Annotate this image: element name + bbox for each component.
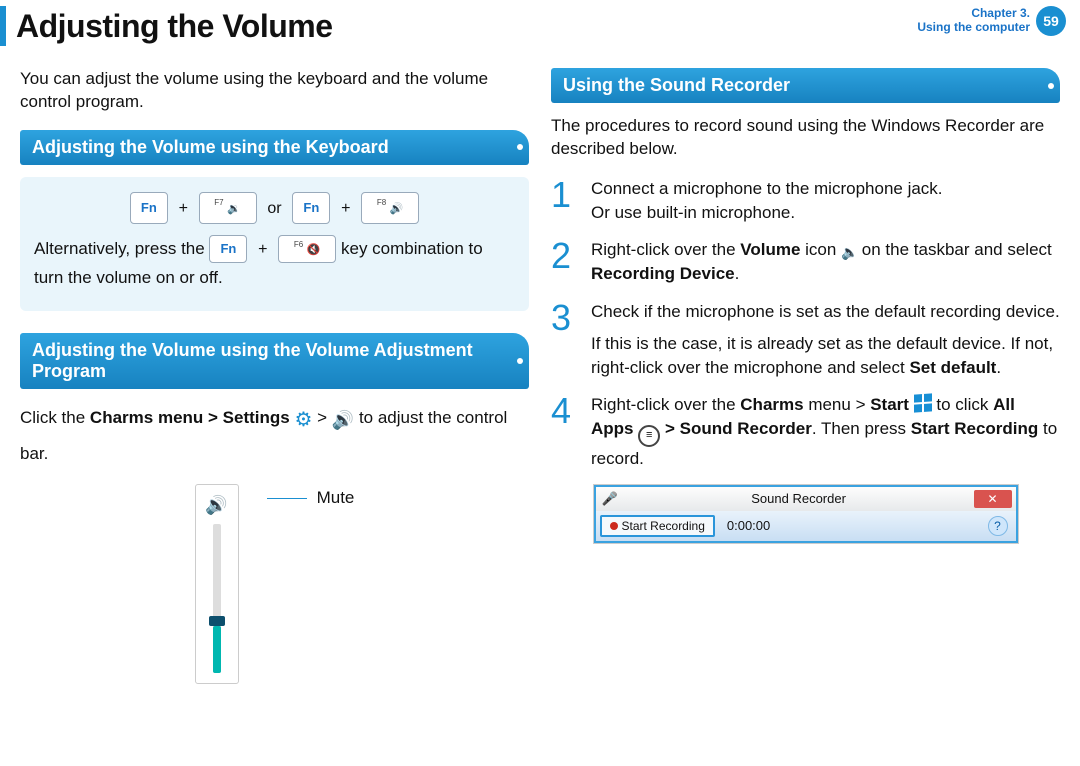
- bar-line: bar.: [20, 442, 529, 467]
- sound-recorder-window: 🎤 Sound Recorder ✕ Start Recording 0:00:…: [594, 485, 1018, 543]
- all-apps-icon: [638, 425, 660, 447]
- page-title: Adjusting the Volume: [16, 8, 333, 45]
- volume-track[interactable]: [213, 524, 221, 673]
- key-f8: F8 🔊: [361, 192, 419, 224]
- sound-recorder-titlebar: 🎤 Sound Recorder ✕: [596, 487, 1016, 511]
- step1-line1: Connect a microphone to the microphone j…: [591, 177, 943, 201]
- step-number: 3: [551, 300, 579, 379]
- windows-start-icon: [914, 394, 932, 413]
- volume-mute-icon[interactable]: 🔊: [205, 495, 227, 516]
- sound-recorder-body: Start Recording 0:00:00 ?: [596, 511, 1016, 541]
- help-button[interactable]: ?: [988, 516, 1008, 536]
- key-fn-3: Fn: [209, 235, 247, 263]
- mute-label-callout: Mute: [267, 488, 355, 508]
- adjust-text: Click the Charms menu > Settings > to ad…: [20, 406, 529, 435]
- mute-icon: 🔇: [307, 244, 321, 256]
- step-3: 3 Check if the microphone is set as the …: [551, 300, 1060, 379]
- section-header-keyboard: Adjusting the Volume using the Keyboard: [20, 130, 529, 165]
- or-text: or: [267, 200, 281, 217]
- plus-sign: +: [179, 200, 188, 217]
- start-recording-button[interactable]: Start Recording: [600, 515, 715, 537]
- settings-gear-icon: [294, 406, 312, 435]
- step1-line2: Or use built-in microphone.: [591, 201, 943, 225]
- alt-line-1: Alternatively, press the Fn + F6 🔇 key c…: [34, 235, 515, 264]
- callout-line: [267, 498, 307, 499]
- mic-icon: 🎤: [596, 491, 624, 507]
- step-1: 1 Connect a microphone to the microphone…: [551, 177, 1060, 225]
- section-header-recorder: Using the Sound Recorder: [551, 68, 1060, 103]
- step-number: 1: [551, 177, 579, 225]
- chapter-label: Chapter 3.: [917, 7, 1030, 21]
- step-number: 4: [551, 393, 579, 470]
- step-number: 2: [551, 238, 579, 286]
- title-accent-bar: [0, 6, 6, 46]
- recording-time: 0:00:00: [727, 518, 770, 533]
- key-f6: F6 🔇: [278, 235, 336, 263]
- step-4: 4 Right-click over the Charms menu > Sta…: [551, 393, 1060, 470]
- chapter-info: Chapter 3. Using the computer 59: [917, 6, 1066, 36]
- volume-thumb[interactable]: [209, 616, 225, 626]
- step3-line2: If this is the case, it is already set a…: [591, 332, 1060, 380]
- volume-fill: [213, 626, 221, 674]
- recorder-intro: The procedures to record sound using the…: [551, 115, 1060, 161]
- plus-sign-2: +: [341, 200, 350, 217]
- key-fn: Fn: [130, 192, 168, 224]
- key-fn-2: Fn: [292, 192, 330, 224]
- chapter-sub: Using the computer: [917, 21, 1030, 35]
- alt-line-2: turn the volume on or off.: [34, 264, 515, 293]
- step-2: 2 Right-click over the Volume icon on th…: [551, 238, 1060, 286]
- right-column: Using the Sound Recorder The procedures …: [551, 68, 1060, 684]
- title-group: Adjusting the Volume: [0, 6, 333, 46]
- mute-label: Mute: [317, 488, 355, 508]
- vol-up-icon: 🔊: [390, 203, 404, 215]
- speaker-icon: [332, 407, 354, 434]
- intro-text: You can adjust the volume using the keyb…: [20, 68, 529, 114]
- page-header: Adjusting the Volume Chapter 3. Using th…: [0, 0, 1080, 46]
- volume-slider-box[interactable]: 🔊: [195, 484, 239, 684]
- key-row-main: Fn + F7 🔉 or Fn + F8 🔊: [34, 191, 515, 225]
- step3-line1: Check if the microphone is set as the de…: [591, 300, 1060, 324]
- left-column: You can adjust the volume using the keyb…: [20, 68, 529, 684]
- close-button[interactable]: ✕: [974, 490, 1012, 508]
- sound-recorder-title: Sound Recorder: [624, 491, 974, 506]
- page-number-badge: 59: [1036, 6, 1066, 36]
- key-f7: F7 🔉: [199, 192, 257, 224]
- step4-body: Right-click over the Charms menu > Start…: [591, 393, 1060, 470]
- record-dot-icon: [610, 522, 618, 530]
- volume-widget: 🔊 Mute: [20, 484, 529, 684]
- keyboard-shortcut-box: Fn + F7 🔉 or Fn + F8 🔊 Alternatively, pr…: [20, 177, 529, 311]
- section-header-program: Adjusting the Volume using the Volume Ad…: [20, 333, 529, 389]
- taskbar-volume-icon: [841, 240, 857, 256]
- step2-body: Right-click over the Volume icon on the …: [591, 238, 1060, 286]
- vol-down-icon: 🔉: [227, 203, 241, 215]
